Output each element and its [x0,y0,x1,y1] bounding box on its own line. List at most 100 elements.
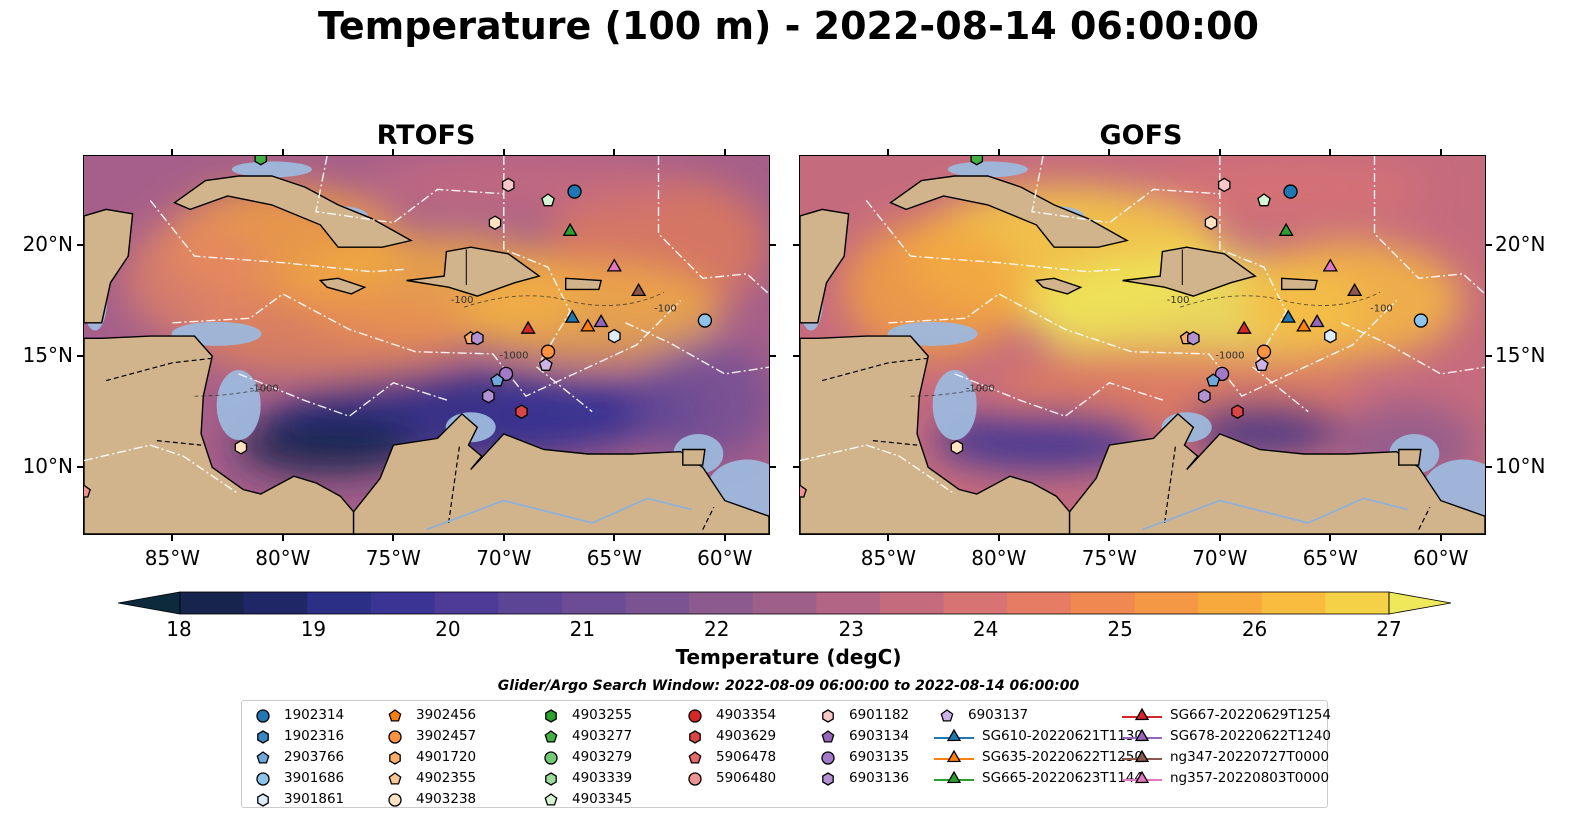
float-marker-hexagon [608,328,621,344]
legend-label: 6903137 [968,707,1029,724]
float-marker-circle [498,366,514,382]
circle-marker-icon [544,751,558,765]
triangle-marker-icon [1122,708,1162,721]
legend-label: SG635-20220622T1250 [982,748,1143,765]
land-south [1068,412,1485,534]
float-marker-pentagon [1257,193,1271,207]
legend-column: 6903137 SG610-20220621T1130 SG635-20220622… [934,705,1143,788]
legend-entry: 4903345 [538,788,632,809]
float-marker-circle [1283,184,1298,199]
legend-label: 4903339 [572,769,633,786]
lon-tick-mark-top [281,149,284,155]
float-marker-triangle [1322,258,1338,272]
colorbar-tick-label: 22 [704,617,730,641]
legend-label: 4901720 [416,748,477,765]
lon-tick-mark-bottom [723,535,726,541]
legend-label: 6903135 [849,748,910,765]
float-marker-hexagon [471,331,484,346]
lon-tick-mark-bottom [1108,535,1111,541]
lon-tick-mark-bottom [502,535,505,541]
marker-legend: 1902314 1902316 2903766 3901686 3901861 39024… [241,700,1331,809]
contour-label: -1000 [1215,350,1244,361]
legend-marker [256,709,270,724]
lon-tick-mark-top [1439,149,1442,155]
map-panel-gofs[interactable]: -100 -1000 -1000 -100 [799,155,1486,535]
float-marker-triangle [1296,318,1312,332]
temperature-patch [1242,240,1463,361]
panel-title-rtofs: RTOFS [376,120,476,151]
land-jamaica [318,277,367,295]
lon-tick-label: 85°W [144,546,200,570]
float-marker-hexagon [1198,388,1211,404]
legend-label: 3901861 [284,790,345,807]
eez-boundary [888,293,1398,397]
lat-tick-label: 20°N [22,231,73,256]
colorbar-label: Temperature (degC) [675,645,902,669]
lon-tick-mark-bottom [887,535,890,541]
legend-marker [257,730,269,744]
legend-marker [1134,749,1150,763]
legend-marker [388,730,402,744]
lon-tick-mark-bottom [1218,535,1221,541]
colorbar-swatch [1070,592,1136,614]
legend-marker [1134,728,1150,742]
pentagon-marker-icon [940,709,954,722]
legend-label: 4903277 [572,728,633,745]
contour-label: -1000 [966,384,995,395]
legend-entry: 4903629 [682,726,776,747]
land-yucatan [84,208,134,324]
triangle-marker-icon [1122,770,1162,783]
colorbar-swatch [879,592,945,614]
temperature-patch [124,218,265,339]
float-marker-pentagon [1206,373,1221,387]
temperature-patch [842,219,1023,360]
hexagon-marker-icon [389,751,401,765]
legend-label: 3902456 [416,707,477,724]
lon-tick-mark-top [171,149,174,155]
colorbar-swatch [370,592,436,614]
eez-boundary [1031,156,1220,224]
legend-label: 3901686 [284,769,345,786]
contour-label: -1000 [499,350,528,361]
float-marker-hexagon [254,156,268,166]
lon-tick-mark-top [392,149,395,155]
eez-boundary [503,156,593,413]
lat-tick-mark-right [770,355,776,358]
pentagon-marker-icon [388,709,402,722]
lon-tick-label: 80°W [255,546,311,570]
eez-boundary [1219,156,1309,413]
temperature-patch [237,415,418,476]
legend-marker [946,749,962,763]
contour-label: -100 [654,304,677,315]
lat-tick-label: 15°N [1495,343,1546,368]
float-marker-hexagon [1217,177,1231,193]
pentagon-marker-icon [821,730,835,743]
river [1142,497,1408,531]
float-marker-hexagon [234,440,248,455]
legend-marker [688,772,702,786]
float-marker-hexagon [1187,331,1200,346]
legend-entry: 4903354 [682,705,776,726]
legend-marker [1134,708,1150,721]
colorbar-outline [179,591,1390,615]
hexagon-marker-icon [689,730,701,744]
colorbar-extend-min [117,591,181,615]
colorbar-tick-label: 21 [569,617,596,641]
legend-marker [256,751,270,764]
float-marker-hexagon [1324,328,1337,344]
colorbar-tick-label: 19 [300,617,327,641]
legend-column: 4903255 4903277 4903279 4903339 4903345 [538,705,632,809]
legend-entry: 2903766 [250,747,344,768]
colorbar-tick-label: 24 [972,617,999,641]
map-panel-rtofs[interactable]: -100 -1000 -1000 -100 [83,155,770,535]
lon-tick-label: 60°W [697,546,753,570]
lon-tick-mark-top [1218,149,1221,155]
float-marker-triangle [562,222,578,236]
legend-marker [389,751,401,765]
colorbar-swatch [816,592,881,614]
lon-tick-mark-bottom [1329,535,1332,541]
lon-tick-mark-bottom [1439,535,1442,541]
legend-column: 4903354 4903629 5906478 5906480 [682,705,776,788]
legend-label: 4902355 [416,769,477,786]
float-marker-circle [540,344,556,359]
